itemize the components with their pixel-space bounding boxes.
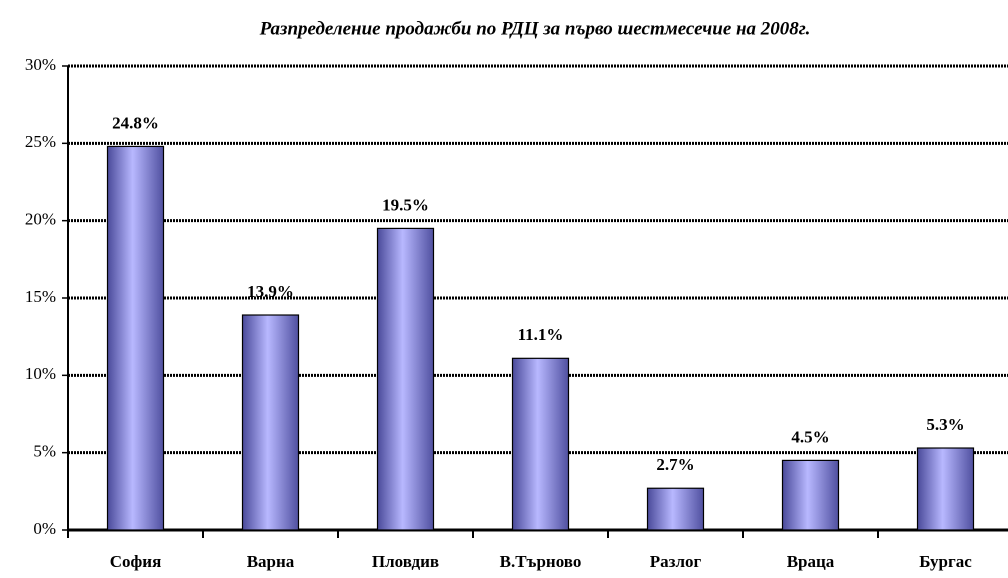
value-label: 11.1% (518, 325, 564, 344)
y-tick-label: 10% (25, 364, 56, 383)
x-tick-label: Пловдив (372, 552, 439, 571)
x-tick-label: Бургас (919, 552, 972, 571)
y-tick-label: 5% (33, 442, 56, 461)
bar (781, 459, 840, 531)
x-tick-label: София (110, 552, 162, 571)
x-tick-label: Варна (247, 552, 295, 571)
bar (916, 447, 975, 531)
chart-title: Разпределение продажби по РДЦ за първо ш… (259, 18, 811, 39)
value-label: 19.5% (382, 195, 429, 214)
bar (511, 357, 570, 531)
y-tick-label: 15% (25, 287, 56, 306)
x-tick-label: Разлог (650, 552, 702, 571)
value-label: 4.5% (791, 427, 829, 446)
value-label: 24.8% (112, 113, 159, 132)
bar (646, 487, 705, 531)
bar (241, 314, 300, 531)
value-label: 13.9% (247, 282, 294, 301)
y-tick-label: 0% (33, 519, 56, 538)
value-label: 5.3% (926, 415, 964, 434)
y-tick-label: 20% (25, 210, 56, 229)
y-tick-label: 25% (25, 132, 56, 151)
x-tick-label: В.Търново (500, 552, 582, 571)
value-label: 2.7% (656, 455, 694, 474)
y-tick-label: 30% (25, 55, 56, 74)
x-tick-label: Враца (787, 552, 835, 571)
bar (106, 145, 165, 531)
bar (376, 227, 435, 531)
